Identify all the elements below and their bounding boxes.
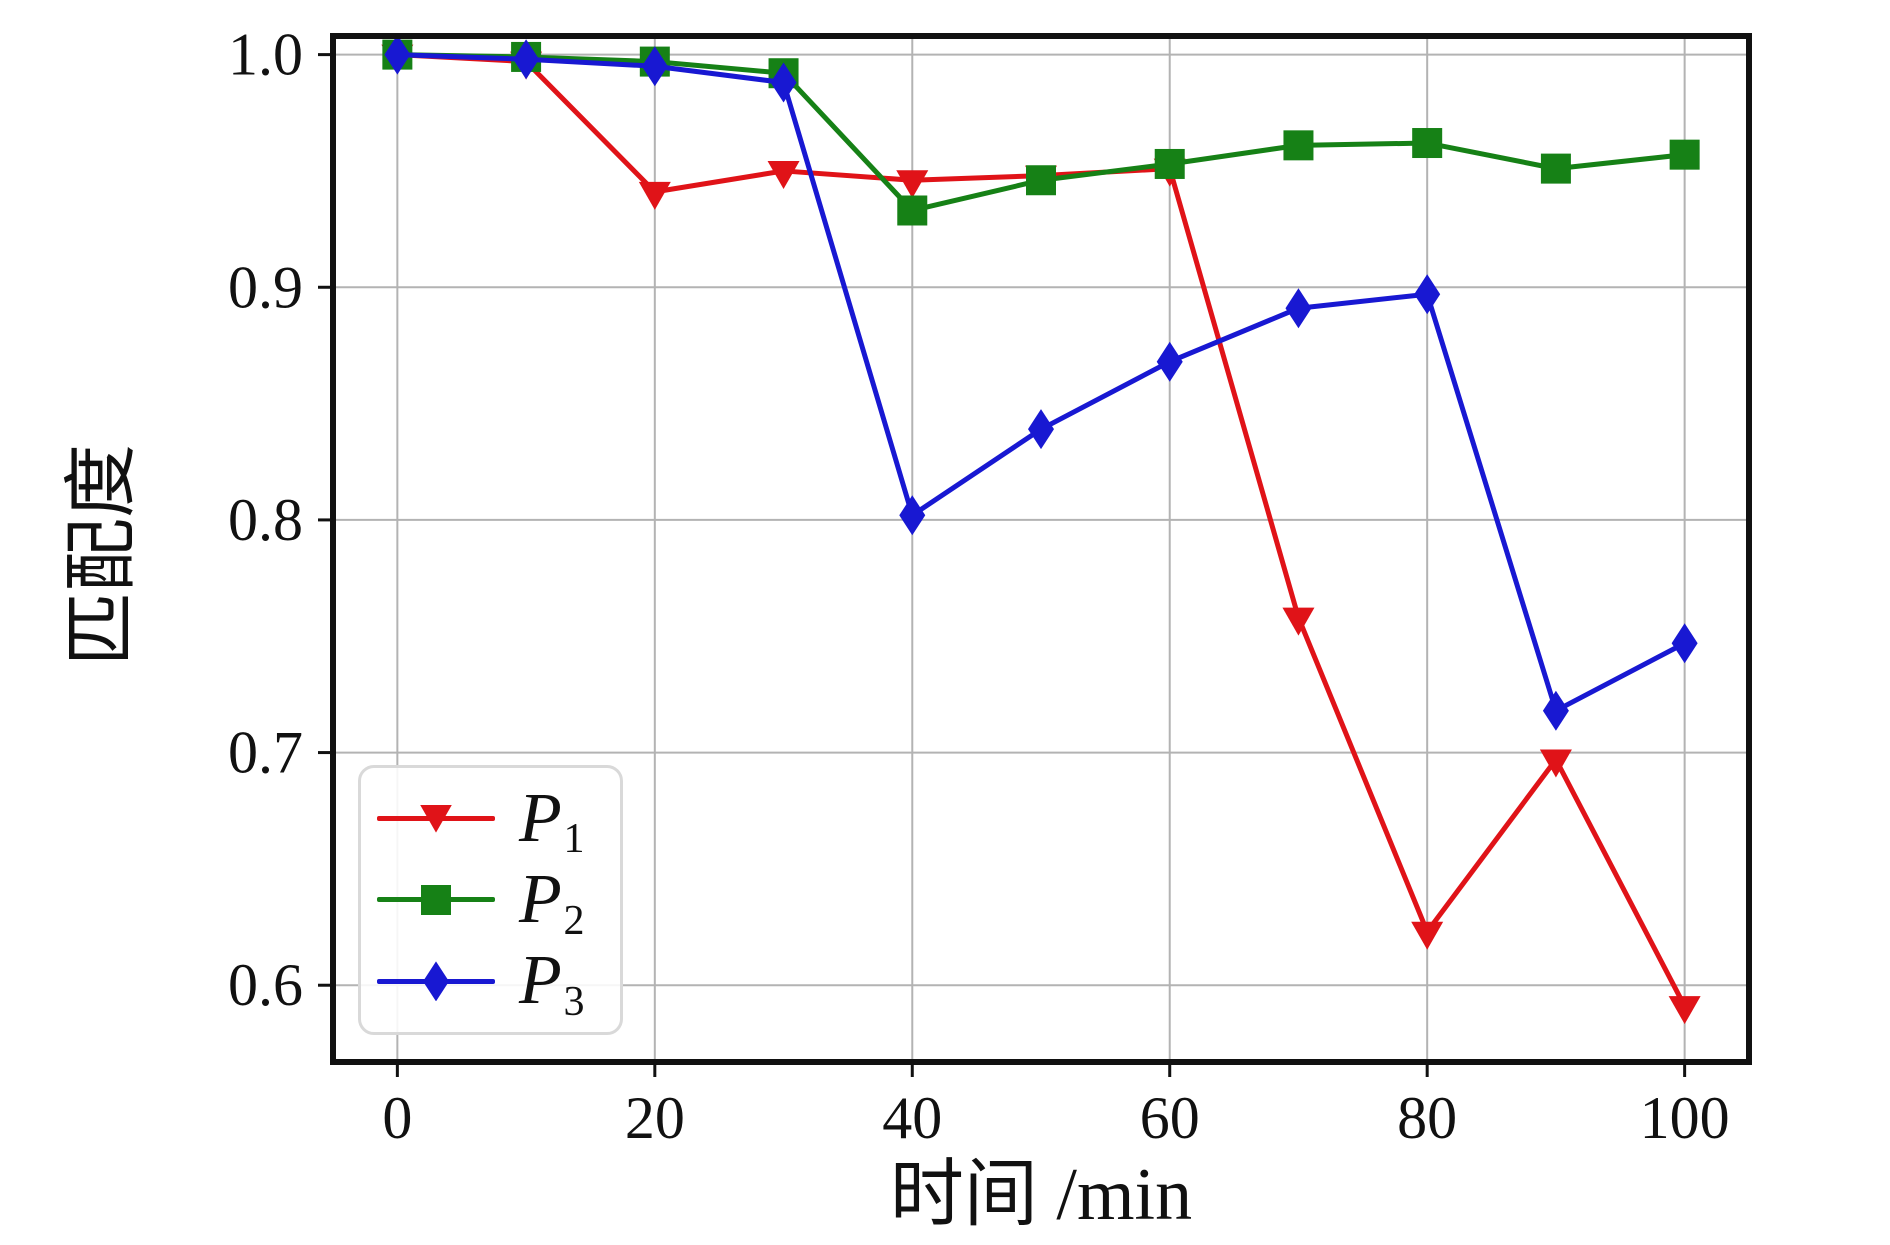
y-tick-label-0.8: 0.8 [228,487,303,553]
x-tick-label-80: 80 [1397,1085,1457,1151]
legend-label-sub-p1: 1 [563,816,585,863]
legend-label-p1: P1 [519,783,584,860]
series-p2 [382,39,1700,226]
legend-line-sample-p3 [377,961,495,1002]
x-axis-label: 时间 /min [889,1154,1193,1236]
y-tick-label-0.7: 0.7 [228,720,303,786]
legend-label-p3: P3 [519,946,584,1023]
x-tick-label-20: 20 [625,1085,685,1151]
legend-label-sub-p2: 2 [563,897,585,944]
x-tick-label-100: 100 [1640,1085,1730,1151]
tick-labels: 0 20 40 60 80 100 1.0 0.9 0.8 0.7 0.6 [228,22,1730,1151]
legend-entry-p1: P1 [377,779,620,860]
diamond-marker-icon [423,961,449,1002]
y-axis-label: 匹配度 [61,444,144,666]
legend-line-sample-p2 [377,884,495,915]
legend-entry-p2: P2 [377,860,620,942]
legend-entry-p3: P3 [377,941,620,1023]
legend-box: P1 P2 P3 [358,765,623,1035]
y-tick-label-1.0: 1.0 [228,22,303,88]
legend-label-main-p1: P [519,779,562,857]
square-marker-icon [421,884,451,915]
legend-label-sub-p3: 3 [563,979,585,1026]
legend-label-main-p2: P [519,860,562,938]
legend-label-main-p3: P [519,942,562,1020]
legend-label-p2: P2 [519,864,584,941]
legend-line-sample-p1 [377,804,495,833]
tick-marks [318,53,1687,1077]
y-tick-label-0.6: 0.6 [228,952,303,1018]
x-tick-label-60: 60 [1140,1085,1200,1151]
x-tick-label-40: 40 [882,1085,942,1151]
plot-border [330,33,1752,1065]
y-tick-label-0.9: 0.9 [228,254,303,320]
x-tick-label-0: 0 [382,1085,412,1151]
triangle-down-marker-icon [420,804,452,833]
series-p3 [384,36,1698,731]
